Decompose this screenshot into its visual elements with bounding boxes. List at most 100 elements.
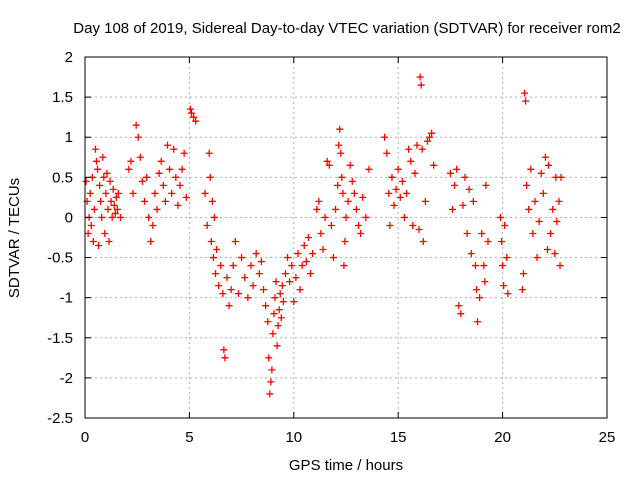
data-point bbox=[355, 221, 363, 229]
data-point bbox=[163, 141, 171, 149]
data-point bbox=[125, 165, 133, 173]
tick-labels: 0 5 10 15 20 25 -2.5 -2 -1.5 -1 -0.5 0 0.5 1 1.5 2 bbox=[47, 49, 615, 446]
data-point bbox=[535, 217, 543, 225]
data-point bbox=[132, 121, 140, 129]
data-point bbox=[90, 205, 98, 213]
data-point bbox=[480, 262, 488, 270]
data-point bbox=[396, 193, 404, 201]
data-point bbox=[217, 262, 225, 270]
data-point bbox=[107, 197, 115, 205]
data-point bbox=[209, 254, 217, 262]
data-point bbox=[104, 205, 112, 213]
data-point bbox=[241, 274, 249, 282]
data-point bbox=[136, 153, 144, 161]
data-point bbox=[141, 197, 149, 205]
data-point bbox=[547, 229, 555, 237]
data-point bbox=[112, 193, 120, 201]
data-point bbox=[281, 270, 289, 278]
data-point bbox=[407, 157, 415, 165]
data-point bbox=[166, 165, 174, 173]
data-point bbox=[147, 238, 155, 246]
data-point bbox=[260, 286, 268, 294]
data-point bbox=[269, 330, 277, 338]
data-point bbox=[238, 254, 246, 262]
data-point bbox=[111, 209, 119, 217]
data-point bbox=[284, 254, 292, 262]
data-point bbox=[288, 262, 296, 270]
data-point bbox=[114, 189, 122, 197]
data-point bbox=[476, 294, 484, 302]
data-point bbox=[91, 145, 99, 153]
data-point bbox=[499, 262, 507, 270]
data-point bbox=[529, 229, 537, 237]
data-point bbox=[294, 250, 302, 258]
y-tick-label: 2 bbox=[65, 49, 73, 66]
data-point bbox=[525, 205, 533, 213]
x-tick-label: 10 bbox=[285, 429, 302, 446]
x-tick-label: 15 bbox=[390, 429, 407, 446]
data-point bbox=[172, 173, 180, 181]
data-point bbox=[541, 153, 549, 161]
data-point bbox=[340, 262, 348, 270]
y-tick-label: -2 bbox=[60, 370, 73, 387]
data-point bbox=[394, 165, 402, 173]
data-point bbox=[315, 197, 323, 205]
data-point bbox=[423, 137, 431, 145]
data-point bbox=[339, 189, 347, 197]
data-point bbox=[105, 238, 113, 246]
data-point bbox=[348, 177, 356, 185]
data-point bbox=[332, 205, 340, 213]
data-point bbox=[210, 213, 218, 221]
y-tick-label: -2.5 bbox=[47, 410, 73, 427]
data-point bbox=[350, 189, 358, 197]
data-point bbox=[103, 169, 111, 177]
data-point bbox=[411, 169, 419, 177]
data-point bbox=[180, 149, 188, 157]
data-point bbox=[421, 197, 429, 205]
data-point bbox=[419, 238, 427, 246]
data-point bbox=[531, 197, 539, 205]
data-point bbox=[329, 254, 337, 262]
data-point bbox=[266, 390, 274, 398]
data-point bbox=[365, 165, 373, 173]
data-point bbox=[95, 242, 103, 250]
grid bbox=[85, 57, 607, 418]
data-point bbox=[213, 246, 221, 254]
data-point bbox=[87, 221, 95, 229]
data-point bbox=[97, 197, 105, 205]
data-point bbox=[357, 229, 365, 237]
data-point bbox=[149, 221, 157, 229]
data-point bbox=[319, 246, 327, 254]
data-point bbox=[234, 290, 242, 298]
data-point bbox=[390, 201, 398, 209]
data-point bbox=[403, 189, 411, 197]
data-point bbox=[89, 238, 97, 246]
data-point bbox=[168, 189, 176, 197]
data-point bbox=[108, 213, 116, 221]
x-tick-label: 0 bbox=[81, 429, 89, 446]
data-point bbox=[231, 238, 239, 246]
data-point bbox=[208, 197, 216, 205]
data-point bbox=[533, 254, 541, 262]
chart-title: Day 108 of 2019, Sidereal Day-to-day VTE… bbox=[73, 20, 620, 37]
data-point bbox=[190, 113, 198, 121]
y-tick-label: -1 bbox=[60, 290, 73, 307]
data-point bbox=[336, 125, 344, 133]
x-axis-label: GPS time / hours bbox=[289, 457, 403, 474]
data-point bbox=[313, 205, 321, 213]
data-point bbox=[203, 221, 211, 229]
data-point bbox=[446, 169, 454, 177]
data-point bbox=[96, 181, 104, 189]
data-point bbox=[292, 274, 300, 282]
data-point bbox=[471, 262, 479, 270]
data-point bbox=[381, 133, 389, 141]
data-point bbox=[278, 282, 286, 290]
data-point bbox=[426, 133, 434, 141]
data-point bbox=[205, 149, 213, 157]
data-point bbox=[101, 229, 109, 237]
data-point bbox=[275, 306, 283, 314]
data-point bbox=[307, 270, 315, 278]
data-point bbox=[155, 169, 163, 177]
data-point bbox=[405, 145, 413, 153]
data-point bbox=[392, 185, 400, 193]
